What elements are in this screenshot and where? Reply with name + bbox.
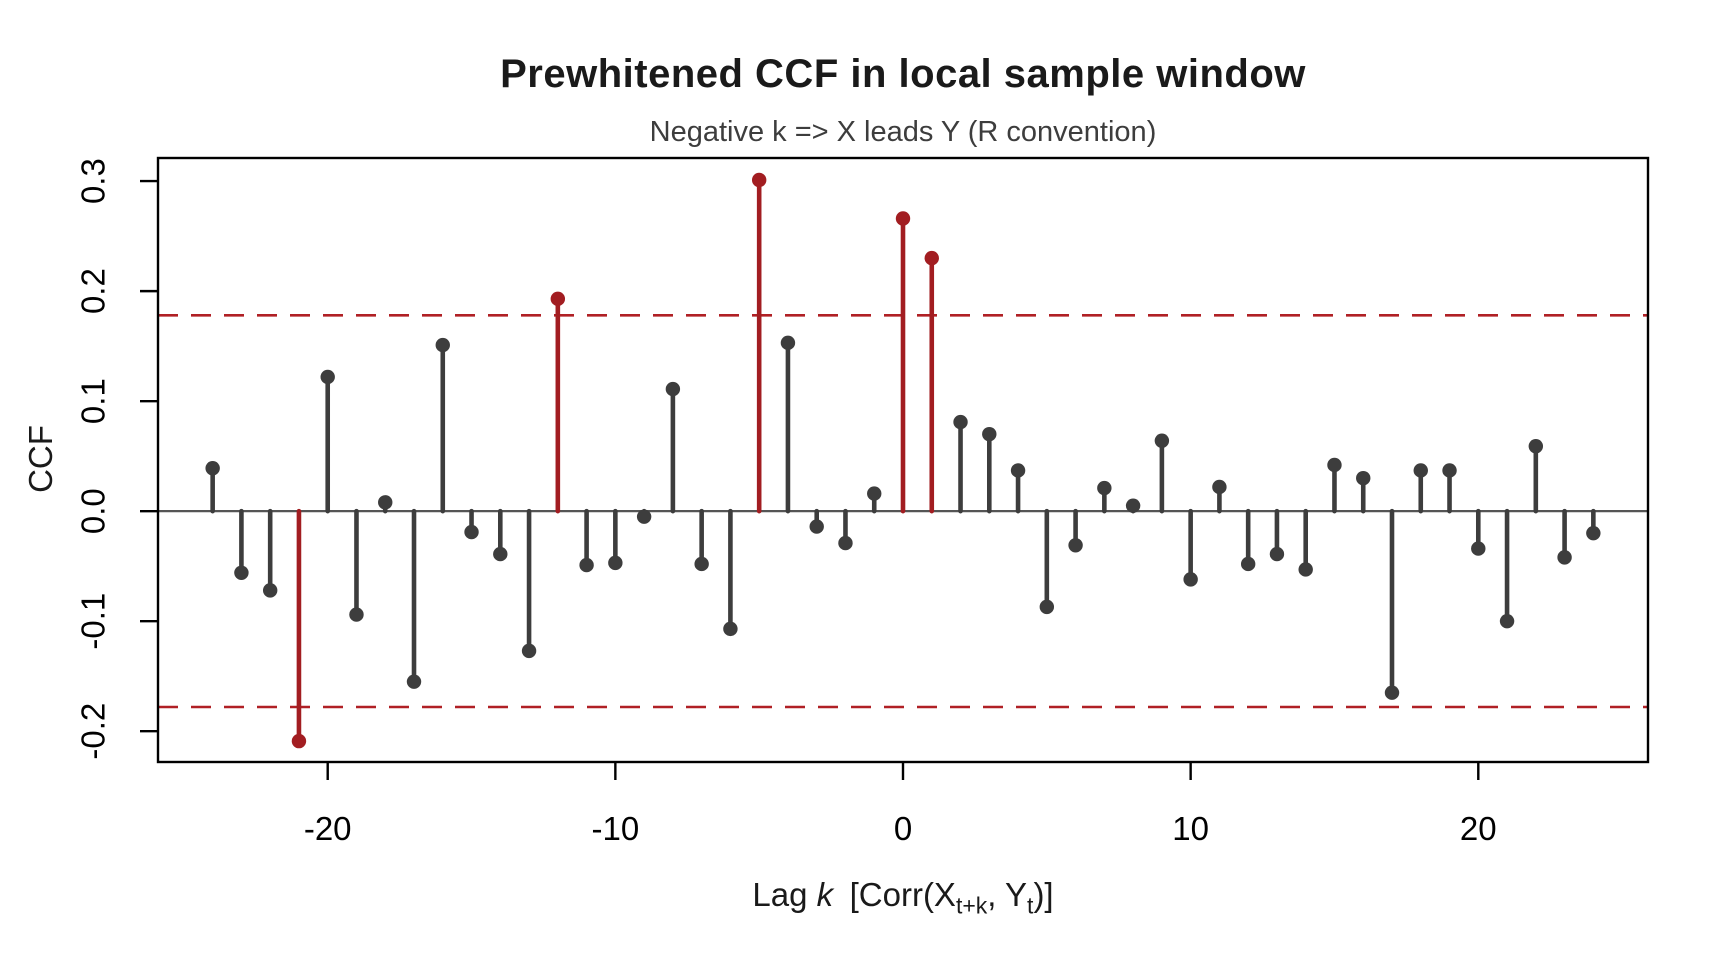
x-axis-label: Lag k [Corr(Xt+k, Yt)] [158,876,1648,917]
stem-dot [1356,470,1371,486]
xlabel-sub-tk: t+k [955,892,988,919]
stem-dot [1269,546,1285,562]
stem-dot [780,335,796,351]
stem-dot [521,643,537,659]
stem-dot [1240,556,1256,572]
stem-dot [262,583,278,598]
stem-dot [751,172,767,188]
stem-dot [320,369,335,385]
x-tick-label: 20 [1460,810,1497,847]
stem-dot [1442,463,1457,478]
stem-dot [579,557,594,573]
stem-dot [378,495,393,510]
stem-dot [406,674,422,689]
xlabel-k: k [816,876,834,913]
xlabel-prefix: Lag [752,876,817,913]
y-tick-label: 0.0 [75,488,112,534]
stem-dot [838,535,853,551]
stem-dot [493,546,508,562]
stem-dot [1471,541,1486,556]
stem-dot [291,733,307,749]
xlabel-corr-close: )] [1033,876,1054,913]
stem-dot [608,555,623,571]
y-tick-label: 0.1 [75,378,112,424]
xlabel-sub-t: t [1027,892,1034,919]
y-tick-label: -0.1 [75,593,112,650]
xlabel-corr-open: [Corr(X [833,876,956,913]
stem-dot [1183,572,1198,587]
stem-dot [867,486,882,501]
stem-dot [205,461,220,476]
stem-dot [636,509,652,524]
stem-dot [349,607,364,622]
stem-dot [809,519,824,534]
chart-subtitle: Negative k => X leads Y (R convention) [649,116,1157,148]
y-tick-label: 0.2 [75,268,112,314]
stem-dot [953,414,968,430]
stem-dot [464,524,479,540]
x-tick-label: 10 [1172,810,1209,847]
y-tick-label: -0.2 [75,703,112,760]
stem-dot [1097,480,1112,496]
x-tick-label: 0 [894,810,912,847]
x-tick-label: -20 [304,810,352,847]
stem-dot [1298,562,1313,577]
stem-dot [1327,457,1342,473]
stem-dot [1154,433,1170,448]
stem-dot [1413,463,1428,478]
chart-title: Prewhitened CCF in local sample window [500,52,1306,96]
stem-dot [234,565,249,580]
stem-dot [895,211,911,226]
stem-dot [1586,525,1601,541]
stem-dot [550,291,566,307]
y-tick-label: 0.3 [75,158,112,204]
stem-dot [1068,538,1083,553]
stem-dot [694,556,709,572]
stem-dot [1528,439,1544,454]
stem-dot [1384,685,1400,700]
x-tick-label: -10 [592,810,640,847]
stem-dot [1125,498,1141,513]
stem-dot [982,426,997,442]
stem-dot [1499,613,1515,629]
stem-dot [924,250,939,266]
stem-dot [1557,550,1572,565]
stem-dot [1010,463,1026,478]
stem-dot [1212,479,1227,495]
xlabel-corr-mid: , Y [987,876,1028,913]
stem-dot [665,381,681,397]
stem-dot [435,337,450,353]
stem-dot [723,621,738,637]
stem-dot [1039,599,1055,615]
